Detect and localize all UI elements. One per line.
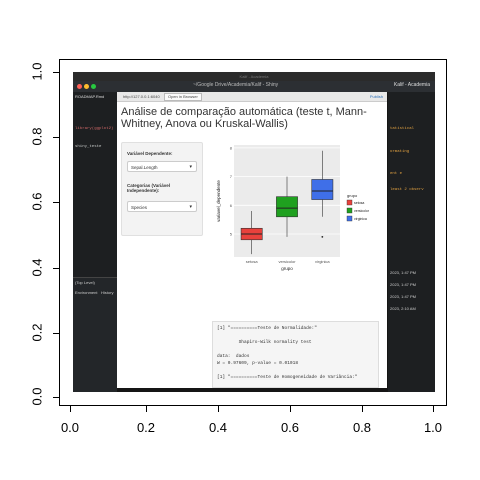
legend-label: virginica <box>354 217 367 221</box>
x-tick <box>218 406 219 412</box>
independent-variable-value: Species <box>131 205 148 210</box>
legend-label: setosa <box>354 201 364 205</box>
y-tick <box>53 202 59 203</box>
boxplot-svg: 5 6 7 8 setosa versicolor virginica grupo variav… <box>216 145 370 271</box>
file-date: 2023, 1:47 PM <box>390 294 417 299</box>
x-tick-label: 1.0 <box>423 420 443 435</box>
y-tick-label: 7 <box>230 174 233 179</box>
legend-label: versicolor <box>354 209 370 213</box>
y-tick-label: 0.4 <box>29 258 45 277</box>
console-line: data: dados <box>217 354 250 359</box>
x-tick <box>146 406 147 412</box>
x-tick-label: 0.2 <box>136 420 156 435</box>
minimize-icon[interactable] <box>84 84 89 89</box>
open-in-browser-button[interactable]: Open in Browser <box>164 93 202 101</box>
sidebar-panel: Variável Dependente: Sepal.Length ▾ Cate… <box>121 142 203 236</box>
y-axis-label: variavel_dependente <box>216 180 221 222</box>
independent-variable-label: Categorias (Variável Independente): <box>127 183 171 193</box>
viewer-url[interactable]: http://127.0.0.1:6040 <box>123 94 160 99</box>
x-axis-label: grupo <box>281 266 293 271</box>
publish-button[interactable]: Publish <box>369 94 383 99</box>
tab-environment[interactable]: Environment <box>75 290 98 295</box>
app-title: Análise de comparação automática (teste … <box>121 106 367 130</box>
x-tick <box>362 406 363 412</box>
file-date: 2023, 2:10 AM <box>390 306 416 311</box>
console-line: [1] "==========Teste de Homogeneidade de… <box>217 375 358 380</box>
x-tick <box>433 406 434 412</box>
independent-variable-select[interactable]: Species ▾ <box>127 201 197 212</box>
y-tick-label: 5 <box>230 232 233 237</box>
y-tick-label: 0.2 <box>29 323 45 342</box>
x-tick-label: 0.4 <box>208 420 228 435</box>
file-date: 2023, 1:47 PM <box>390 270 417 275</box>
x-tick <box>70 406 71 412</box>
environment-pane: (Top Level) Environment History <box>73 277 117 392</box>
viewer-toolbar: http://127.0.0.1:6040 Open in Browser Pu… <box>117 92 387 102</box>
legend-swatch <box>346 199 353 206</box>
y-tick-label: 0.0 <box>29 387 45 406</box>
dependent-variable-label: Variável Dependente: <box>127 151 173 156</box>
legend-swatch <box>346 215 353 222</box>
legend-swatch <box>346 207 353 214</box>
dependent-variable-select[interactable]: Sepal.Length ▾ <box>127 161 197 172</box>
y-tick <box>53 137 59 138</box>
y-tick <box>53 268 59 269</box>
boxplot-chart: 5 6 7 8 setosa versicolor virginica grupo variav… <box>212 139 377 299</box>
close-icon[interactable] <box>77 84 82 89</box>
shiny-viewer: http://127.0.0.1:6040 Open in Browser Pu… <box>117 92 387 388</box>
source-editor[interactable]: ROADMAP.Rmd library(ggplot2) shiny_teste… <box>73 92 117 392</box>
file-date: 2023, 1:47 PM <box>390 282 417 287</box>
scope-status: (Top Level) <box>75 280 95 285</box>
x-tick-label: setosa <box>246 259 259 264</box>
y-tick-label: 0.8 <box>29 127 45 146</box>
x-tick-label: virginica <box>315 259 330 264</box>
box-virginica <box>311 179 334 200</box>
console-text: tatistical <box>390 127 415 131</box>
console-line: W = 0.97609, p-value = 0.01018 <box>217 361 299 366</box>
x-tick <box>290 406 291 412</box>
code-line: library(ggplot2) <box>75 127 114 131</box>
x-tick-label: 0.0 <box>60 420 80 435</box>
y-tick <box>53 72 59 73</box>
x-tick-label: 0.6 <box>280 420 300 435</box>
code-line: shiny_teste <box>75 145 102 149</box>
y-tick-label: 6 <box>230 203 233 208</box>
console-text: ent e <box>390 172 403 176</box>
chevron-down-icon: ▾ <box>189 164 192 170</box>
rstudio-project-title: ~/Google Drive/Academia/Kalif - Shiny <box>193 82 279 88</box>
editor-tab[interactable]: ROADMAP.Rmd <box>75 94 105 99</box>
mac-title-bar: Kalif - Academia <box>73 72 435 81</box>
legend-title: grupo <box>347 193 358 198</box>
dependent-variable-value: Sepal.Length <box>131 165 158 170</box>
tab-history[interactable]: History <box>101 290 114 295</box>
mac-title: Kalif - Academia <box>239 74 269 79</box>
console-text: ormating <box>390 150 410 154</box>
y-tick-label: 1.0 <box>29 62 45 81</box>
rstudio-toolbar: ~/Google Drive/Academia/Kalif - Shiny Ka… <box>73 81 435 92</box>
x-tick-label: versicolor <box>278 259 296 264</box>
project-menu[interactable]: Kalif - Academia <box>393 82 430 88</box>
code-area[interactable]: library(ggplot2) shiny_teste <box>75 114 113 162</box>
y-tick <box>53 333 59 334</box>
maximize-icon[interactable] <box>91 84 96 89</box>
box-versicolor <box>276 196 298 218</box>
console-line: Shapiro-Wilk normality test <box>217 340 312 345</box>
x-tick-label: 0.8 <box>352 420 372 435</box>
console-pane: tatistical ormating ent e least 2 observ… <box>388 92 435 392</box>
screenshot-image: Kalif - Academia ~/Google Drive/Academia… <box>73 72 435 392</box>
y-tick-label: 0.6 <box>29 192 45 211</box>
y-tick-label: 8 <box>230 145 233 150</box>
outlier-point <box>321 235 324 238</box>
console-text: least 2 observ <box>390 188 424 192</box>
y-tick <box>53 397 59 398</box>
test-output: [1] "==========Teste de Normalidade:" Sh… <box>212 321 379 388</box>
chevron-down-icon: ▾ <box>189 204 192 210</box>
console-line: [1] "==========Teste de Normalidade:" <box>217 326 317 331</box>
